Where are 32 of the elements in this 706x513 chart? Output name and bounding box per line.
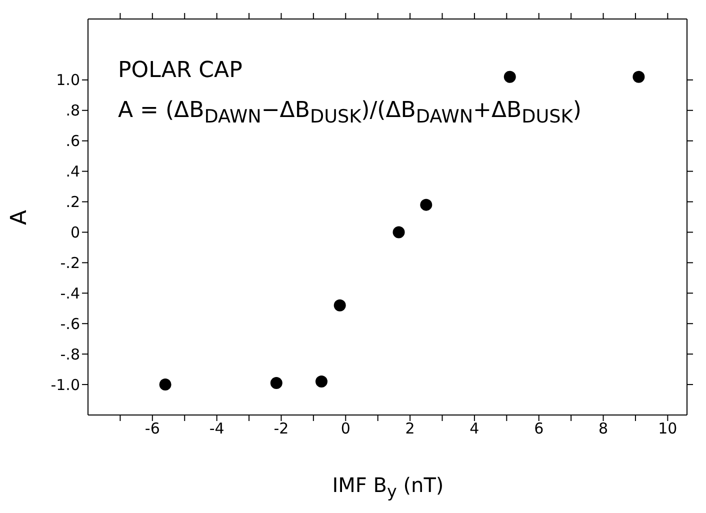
y-tick-label: .4 [66,162,80,181]
y-tick-label: .2 [66,193,80,212]
point [420,198,432,211]
point [270,377,282,390]
x-tick-label: 8 [598,420,608,438]
y-tick-label: -.6 [60,314,80,333]
y-tick-label: .8 [66,102,80,120]
point [632,70,645,83]
y-tick-label: .6 [66,132,80,150]
point [504,70,516,83]
y-tick-label: -.4 [60,284,80,302]
y-tick-label: -.8 [60,345,80,364]
x-tick-label: 6 [534,420,544,438]
point [159,378,172,391]
y-tick-label: -.2 [60,254,80,272]
x-axis-title: IMF B$_{y}$ (nT) [331,473,445,501]
x-tick-label: -6 [144,420,160,438]
point [315,375,328,388]
point [334,299,346,312]
annotation: POLAR CAP [118,58,242,83]
text: A = (ΔB$_{DAWN}$−ΔB$_{DUSK}$)/(ΔB$_{DAWN}$+ΔB$_{DUSK}$) [118,98,582,128]
x-tick-label: 10 [658,420,678,438]
y-tick-label: -1.0 [50,376,80,394]
x-tick-label: 2 [405,420,415,438]
x-tick-label: 0 [340,420,350,438]
x-tick-label: -2 [274,420,289,438]
x-tick-label: 4 [470,420,480,438]
y-axis-title: A [7,209,32,225]
y-tick-label: 0 [70,224,80,242]
point [392,226,405,238]
y-tick-label: 1.0 [56,71,80,90]
x-tick-label: -4 [209,420,224,438]
